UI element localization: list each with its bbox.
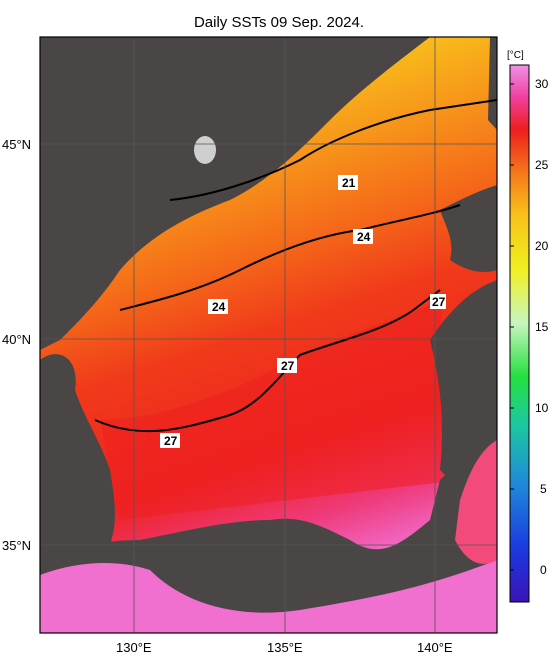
colorbar-unit: [°C]	[507, 50, 524, 61]
lake-khanka	[194, 136, 216, 164]
colorbar-ticks	[510, 83, 514, 571]
colorbar	[509, 64, 530, 603]
colorbar-tick-25: 25	[535, 158, 549, 172]
land-korean-peninsula	[40, 354, 115, 560]
contour-label-27-west: 27	[164, 434, 178, 448]
contour-label-27-central: 27	[281, 359, 295, 373]
contour-label-24-east: 24	[357, 230, 371, 244]
contour-label-27-north: 27	[432, 295, 446, 309]
kuroshio-water	[455, 440, 497, 564]
land-tohoku	[430, 280, 497, 480]
colorbar-tick-15: 15	[535, 320, 549, 334]
lat-label-35: 35°N	[2, 538, 32, 553]
land-continent-north	[40, 37, 430, 350]
contour-labels: 21 24 24 27 27 27	[160, 175, 446, 448]
map-title: Daily SSTs 09 Sep. 2024.	[193, 14, 365, 31]
colorbar-tick-20: 20	[535, 239, 549, 253]
lon-label-135: 135°E	[267, 640, 303, 655]
lat-label-40: 40°N	[2, 332, 32, 347]
colorbar-tick-10: 10	[535, 401, 549, 415]
contour-24	[119, 204, 461, 311]
lon-label-140: 140°E	[417, 640, 453, 655]
warm-pacific-water	[40, 560, 497, 633]
warm-water-region	[100, 300, 460, 520]
colorbar-tick-0: 0	[540, 563, 547, 577]
contour-label-21: 21	[342, 176, 356, 190]
contour-21	[169, 99, 497, 201]
lon-label-130: 130°E	[116, 640, 152, 655]
map-body	[40, 37, 497, 633]
contour-label-24-west: 24	[212, 300, 226, 314]
map-frame	[39, 36, 498, 634]
graticule	[40, 37, 497, 633]
colorbar-tick-5: 5	[540, 482, 547, 496]
lat-label-45: 45°N	[2, 137, 32, 152]
contour-27	[94, 289, 441, 433]
colorbar-tick-30: 30	[535, 77, 549, 91]
land-sakhalin	[488, 37, 497, 130]
